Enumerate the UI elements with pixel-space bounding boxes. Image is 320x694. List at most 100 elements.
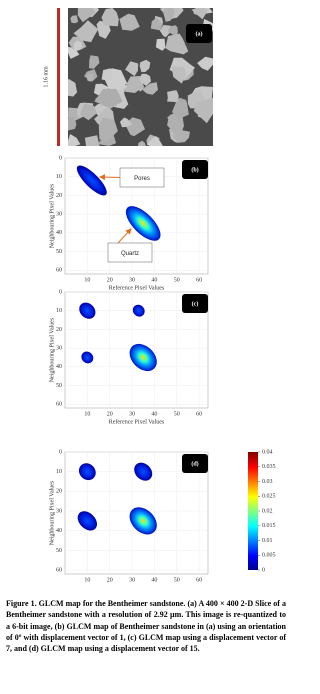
x-tick-label: 10 bbox=[84, 277, 90, 283]
x-tick-label: 20 bbox=[107, 277, 113, 283]
y-axis-label: Neighbouring Pixel Values bbox=[49, 317, 55, 382]
grain bbox=[173, 128, 190, 143]
y-tick-label: 10 bbox=[56, 469, 62, 475]
grain bbox=[68, 116, 77, 131]
grain bbox=[159, 25, 171, 38]
panel-label: (d) bbox=[191, 460, 198, 467]
x-tick-label: 50 bbox=[174, 577, 180, 583]
grain bbox=[147, 136, 163, 146]
scale-bar bbox=[57, 8, 60, 146]
y-tick-label: 60 bbox=[56, 402, 62, 408]
y-tick-label: 50 bbox=[56, 383, 62, 389]
glcm-blob bbox=[129, 343, 157, 372]
grain bbox=[79, 103, 97, 121]
grain bbox=[119, 13, 140, 31]
figure: 1.16 mm (a) 0 10 20 30 40 50 60 10 20 30 40 50 60 Neig… bbox=[43, 8, 276, 583]
glcm-panel: 0 10 20 30 40 50 60 10 20 30 40 50 60 Neighbouring Pi… bbox=[49, 289, 209, 425]
y-tick-label: 20 bbox=[56, 327, 62, 333]
x-tick-label: 30 bbox=[129, 411, 135, 417]
y-tick-label: 40 bbox=[56, 230, 62, 236]
panels: (a) 0 10 20 30 40 50 60 10 20 30 40 50 60 Neighbouring… bbox=[49, 24, 276, 583]
colorbar-tick-label: 0 bbox=[262, 567, 265, 573]
panel-label: (a) bbox=[196, 30, 203, 37]
grain bbox=[84, 135, 100, 146]
colorbar-tick-label: 0.005 bbox=[262, 553, 276, 559]
grain bbox=[73, 40, 82, 52]
y-tick-label: 0 bbox=[59, 155, 62, 161]
y-tick-label: 30 bbox=[56, 346, 62, 352]
x-axis-label: Reference Pixel Values bbox=[109, 284, 165, 291]
grain bbox=[89, 55, 100, 69]
y-tick-label: 0 bbox=[59, 289, 62, 295]
colorbar-tick-label: 0.04 bbox=[262, 449, 273, 455]
x-tick-label: 60 bbox=[196, 411, 202, 417]
scale-label: 1.16 mm bbox=[43, 66, 49, 88]
grain bbox=[68, 46, 80, 59]
glcm-panel: 0 10 20 30 40 50 60 10 20 30 40 50 60 Neighbouring Pi… bbox=[49, 449, 275, 583]
grain bbox=[141, 82, 158, 95]
y-tick-label: 10 bbox=[56, 174, 62, 180]
y-tick-label: 40 bbox=[56, 364, 62, 370]
grain bbox=[139, 73, 151, 86]
y-tick-label: 20 bbox=[56, 489, 62, 495]
x-tick-label: 10 bbox=[84, 577, 90, 583]
grain bbox=[167, 90, 179, 103]
y-tick-label: 30 bbox=[56, 508, 62, 514]
x-tick-label: 20 bbox=[107, 411, 113, 417]
grain bbox=[73, 20, 99, 43]
grain bbox=[193, 97, 213, 124]
grain bbox=[125, 61, 139, 77]
annotation: Pores bbox=[134, 176, 150, 182]
glcm-blob bbox=[129, 507, 157, 535]
grain bbox=[138, 140, 146, 146]
grain bbox=[155, 38, 166, 51]
grain bbox=[98, 117, 118, 142]
y-tick-label: 50 bbox=[56, 548, 62, 554]
x-tick-label: 20 bbox=[107, 577, 113, 583]
grain bbox=[171, 66, 186, 84]
y-tick-label: 30 bbox=[56, 212, 62, 218]
glcm-blob bbox=[125, 206, 161, 241]
x-tick-label: 10 bbox=[84, 411, 90, 417]
x-tick-label: 60 bbox=[196, 577, 202, 583]
panel-label: (b) bbox=[191, 166, 198, 173]
grain bbox=[139, 59, 151, 73]
y-tick-label: 0 bbox=[59, 449, 62, 455]
grain bbox=[122, 76, 144, 93]
y-tick-label: 10 bbox=[56, 308, 62, 314]
colorbar-tick-label: 0.01 bbox=[262, 538, 273, 544]
glcm-blob bbox=[77, 511, 97, 531]
colorbar-tick-label: 0.015 bbox=[262, 523, 276, 529]
grain bbox=[101, 8, 119, 27]
annotation-arrow bbox=[117, 228, 132, 244]
grain bbox=[150, 17, 163, 31]
x-tick-label: 30 bbox=[129, 577, 135, 583]
grain bbox=[101, 68, 114, 81]
colorbar-tick-label: 0.035 bbox=[262, 464, 276, 470]
panel-label: (c) bbox=[192, 300, 199, 307]
grain bbox=[86, 73, 95, 82]
grain bbox=[68, 134, 81, 146]
x-tick-label: 40 bbox=[151, 411, 157, 417]
grain bbox=[162, 8, 175, 22]
y-tick-label: 40 bbox=[56, 528, 62, 534]
glcm-blob bbox=[76, 165, 107, 196]
panel-label-box bbox=[182, 160, 208, 179]
annotation-arrow bbox=[99, 174, 121, 181]
panel-label-box bbox=[186, 24, 212, 43]
x-axis-label: Reference Pixel Values bbox=[109, 418, 165, 425]
grain bbox=[167, 25, 178, 35]
colorbar-tick-label: 0.03 bbox=[262, 479, 273, 485]
grain bbox=[120, 117, 133, 128]
grain bbox=[172, 101, 189, 120]
grain bbox=[197, 56, 213, 71]
y-tick-label: 60 bbox=[56, 268, 62, 274]
colorbar bbox=[248, 452, 258, 570]
panel-label-box bbox=[182, 294, 208, 313]
colorbar-tick-label: 0.02 bbox=[262, 508, 273, 514]
x-tick-label: 30 bbox=[129, 277, 135, 283]
x-tick-label: 50 bbox=[174, 277, 180, 283]
annotation-box bbox=[107, 242, 153, 263]
colorbar-tick-label: 0.025 bbox=[262, 494, 276, 500]
y-axis-label: Neighbouring Pixel Values bbox=[49, 480, 55, 545]
